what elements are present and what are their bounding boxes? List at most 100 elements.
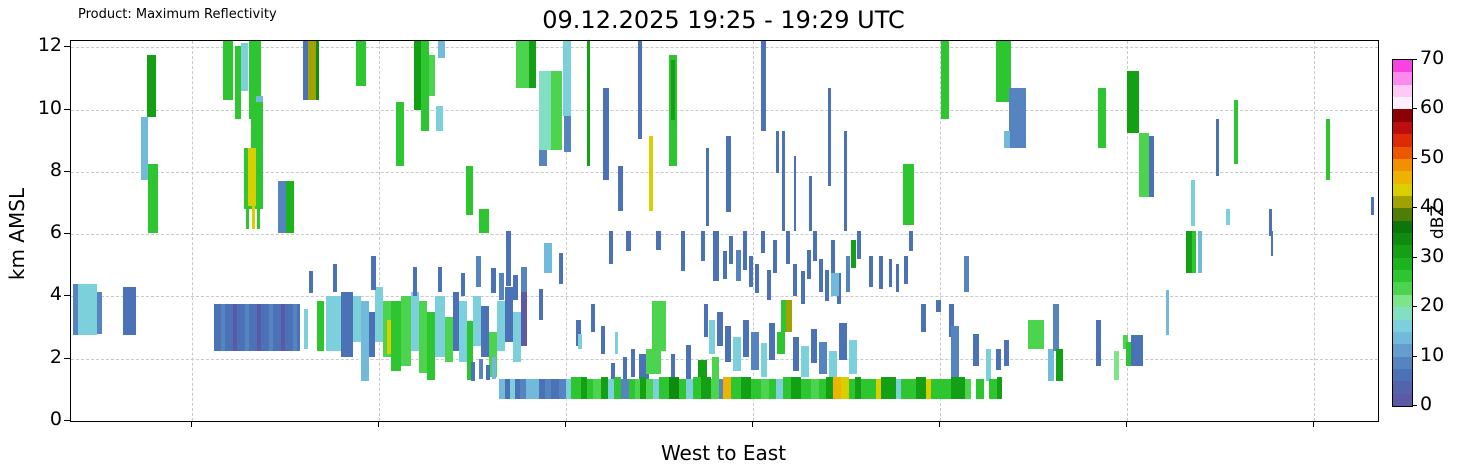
reflectivity-cell [931, 378, 939, 400]
reflectivity-cell [615, 332, 618, 355]
colorbar-segment [1393, 108, 1412, 122]
reflectivity-cell [828, 87, 831, 186]
reflectivity-cell [653, 378, 659, 400]
y-tick-label: 8 [49, 158, 62, 181]
reflectivity-cell [841, 377, 849, 400]
reflectivity-cell [1234, 100, 1238, 165]
reflectivity-cell [761, 343, 767, 378]
reflectivity-cell [248, 148, 256, 207]
reflectivity-cell [761, 378, 769, 400]
reflectivity-cell [241, 42, 248, 91]
reflectivity-cell [513, 311, 521, 362]
reflectivity-cell [489, 332, 497, 378]
reflectivity-cell [497, 301, 505, 351]
reflectivity-cell [479, 358, 483, 379]
reflectivity-cell [564, 115, 571, 152]
reflectivity-cell [473, 296, 481, 347]
reflectivity-cell [723, 377, 731, 400]
reflectivity-cell [221, 304, 225, 351]
reflectivity-cell [669, 377, 679, 400]
reflectivity-cell [706, 148, 709, 227]
reflectivity-cell [1126, 341, 1131, 367]
reflectivity-cell [97, 291, 102, 334]
reflectivity-cell [833, 377, 841, 400]
reflectivity-cell [1186, 231, 1192, 274]
reflectivity-cell [1056, 349, 1063, 381]
reflectivity-cell [608, 378, 614, 400]
reflectivity-cell [855, 377, 861, 400]
colorbar-segment [1393, 368, 1412, 382]
colorbar-tick-label: 10 [1420, 343, 1445, 366]
reflectivity-cell [786, 231, 790, 264]
reflectivity-cell [521, 266, 527, 292]
reflectivity-cell [781, 299, 786, 333]
reflectivity-cell [341, 291, 353, 358]
reflectivity-cell [471, 361, 475, 381]
reflectivity-cell [515, 378, 520, 400]
reflectivity-cell [148, 164, 158, 233]
reflectivity-cell [671, 354, 675, 381]
reflectivity-cell [1131, 335, 1143, 367]
reflectivity-cell [147, 55, 156, 118]
reflectivity-cell [531, 378, 539, 400]
reflectivity-cell [941, 41, 949, 119]
reflectivity-cell [414, 41, 421, 110]
reflectivity-cell [807, 249, 811, 280]
reflectivity-cell [712, 357, 719, 381]
reflectivity-cell [819, 378, 826, 400]
reflectivity-cell [278, 181, 286, 233]
reflectivity-cell [1198, 231, 1202, 274]
reflectivity-cell [951, 377, 965, 400]
reflectivity-cell [529, 41, 536, 88]
reflectivity-cell [317, 301, 324, 351]
reflectivity-cell [1371, 196, 1374, 216]
h-gridline [71, 171, 1378, 173]
reflectivity-cell [1098, 87, 1106, 149]
reflectivity-cell [459, 301, 467, 362]
colorbar-tick-mark [1412, 207, 1417, 209]
colorbar-segment [1393, 133, 1412, 147]
h-gridline [71, 234, 1378, 236]
reflectivity-cell [761, 41, 766, 132]
x-tick-mark [1313, 421, 1314, 427]
reflectivity-cell [794, 156, 796, 231]
colorbar-tick-label: 50 [1420, 145, 1445, 168]
reflectivity-cell [419, 301, 427, 373]
reflectivity-cell [513, 274, 518, 300]
reflectivity-cell [849, 340, 857, 375]
colorbar-segment [1393, 269, 1412, 283]
reflectivity-cell [681, 231, 685, 272]
colorbar-tick-mark [1412, 256, 1417, 258]
colorbar-label: dBZ [1428, 204, 1448, 240]
y-tick-label: 10 [37, 96, 62, 119]
reflectivity-cell [996, 41, 1011, 102]
reflectivity-cell [646, 378, 653, 400]
colorbar-segment [1393, 170, 1412, 184]
reflectivity-cell [939, 378, 951, 400]
reflectivity-cell [223, 41, 233, 101]
reflectivity-cell [438, 266, 442, 292]
reflectivity-cell [563, 41, 571, 116]
reflectivity-cell [879, 255, 883, 289]
reflectivity-cell [831, 240, 835, 277]
reflectivity-cell [1048, 349, 1054, 381]
reflectivity-cell [783, 377, 791, 400]
reflectivity-cell [520, 378, 526, 400]
reflectivity-cell [435, 296, 445, 358]
colorbar-segment [1393, 146, 1412, 159]
colorbar-tick-label: 20 [1420, 294, 1445, 317]
y-tick-mark [64, 233, 70, 235]
reflectivity-cell [755, 263, 759, 294]
reflectivity-cell [521, 291, 527, 347]
reflectivity-cell [551, 378, 559, 400]
reflectivity-cell [909, 231, 913, 252]
reflectivity-cell [387, 319, 391, 355]
reflectivity-cell [491, 268, 496, 294]
reflectivity-cell [303, 41, 308, 101]
reflectivity-cell [601, 326, 605, 355]
reflectivity-cell [904, 255, 908, 284]
reflectivity-cell [316, 41, 319, 101]
reflectivity-cell [629, 378, 635, 400]
reflectivity-cell [429, 55, 435, 96]
reflectivity-cell [611, 363, 615, 381]
